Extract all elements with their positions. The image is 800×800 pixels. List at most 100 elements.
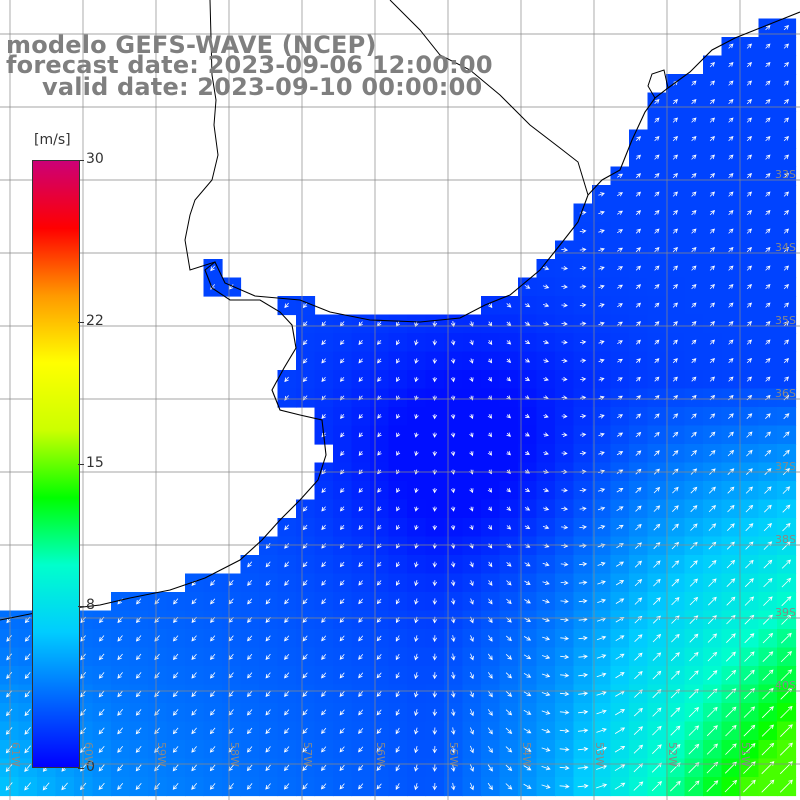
- wind-cell: [666, 555, 686, 575]
- wind-cell: [684, 111, 704, 131]
- wind-arrow: [320, 783, 327, 790]
- wind-cell: [388, 758, 408, 778]
- wind-arrow: [598, 284, 605, 290]
- wind-arrow: [414, 653, 419, 661]
- wind-arrow: [523, 672, 532, 678]
- wind-cell: [703, 684, 723, 704]
- wind-arrow: [469, 432, 474, 438]
- wind-cell: [629, 203, 649, 223]
- wind-arrow: [450, 488, 456, 494]
- wind-cell: [740, 777, 760, 797]
- wind-cell: [666, 111, 686, 131]
- wind-arrow: [725, 706, 737, 718]
- wind-cell: [351, 758, 371, 778]
- wind-arrow: [672, 302, 679, 308]
- wind-cell: [370, 573, 390, 593]
- longitude-label: 51W: [739, 742, 752, 767]
- wind-cell: [684, 499, 704, 519]
- wind-arrow: [580, 377, 587, 382]
- wind-arrow: [691, 191, 697, 197]
- wind-cell: [388, 407, 408, 427]
- wind-cell: [703, 129, 723, 149]
- wind-cell: [666, 499, 686, 519]
- wind-cell: [758, 777, 778, 797]
- wind-arrow: [672, 450, 679, 457]
- wind-arrow: [321, 487, 326, 494]
- wind-cell: [277, 666, 297, 686]
- wind-arrow: [523, 709, 532, 715]
- wind-arrow: [617, 340, 623, 345]
- wind-arrow: [302, 690, 308, 698]
- wind-arrow: [432, 709, 438, 717]
- wind-arrow: [98, 635, 105, 642]
- wind-arrow: [709, 246, 716, 253]
- wind-arrow: [633, 726, 643, 735]
- wind-cell: [647, 222, 667, 242]
- wind-cell: [351, 444, 371, 464]
- wind-arrow: [450, 671, 456, 680]
- wind-cell: [703, 222, 723, 242]
- wind-cell: [777, 740, 797, 760]
- wind-arrow: [577, 746, 589, 752]
- wind-cell: [333, 407, 353, 427]
- wind-cell: [185, 610, 205, 630]
- wind-arrow: [339, 487, 345, 493]
- wind-cell: [610, 721, 630, 741]
- wind-arrow: [302, 339, 308, 346]
- wind-cell: [647, 629, 667, 649]
- wind-cell: [721, 55, 741, 75]
- wind-arrow: [560, 561, 569, 567]
- wind-arrow: [117, 782, 124, 790]
- wind-arrow: [672, 191, 679, 197]
- wind-arrow: [765, 228, 771, 234]
- wind-arrow: [506, 413, 512, 419]
- wind-cell: [333, 629, 353, 649]
- wind-cell: [610, 185, 630, 205]
- wind-arrow: [691, 320, 697, 327]
- wind-cell: [259, 721, 279, 741]
- wind-arrow: [579, 266, 587, 271]
- wind-arrow: [782, 522, 791, 532]
- wind-cell: [666, 333, 686, 353]
- wind-cell: [314, 370, 334, 390]
- wind-cell: [777, 444, 797, 464]
- wind-arrow: [432, 580, 438, 587]
- wind-cell: [277, 296, 297, 316]
- wind-arrow: [302, 598, 308, 605]
- wind-arrow: [450, 543, 456, 550]
- wind-cell: [277, 647, 297, 667]
- wind-arrow: [709, 209, 716, 216]
- wind-arrow: [432, 598, 438, 605]
- wind-arrow: [135, 764, 142, 772]
- wind-cell: [629, 407, 649, 427]
- wind-arrow: [745, 486, 753, 494]
- wind-cell: [647, 185, 667, 205]
- wind-arrow: [691, 431, 697, 438]
- wind-cell: [203, 703, 223, 723]
- wind-cell: [333, 684, 353, 704]
- wind-arrow: [726, 633, 736, 643]
- wind-arrow: [654, 302, 660, 308]
- wind-arrow: [765, 98, 771, 105]
- wind-cell: [647, 296, 667, 316]
- wind-arrow: [560, 617, 569, 623]
- wind-arrow: [598, 247, 605, 252]
- wind-arrow: [690, 560, 698, 568]
- wind-arrow: [746, 431, 753, 438]
- wind-arrow: [321, 653, 327, 660]
- wind-arrow: [672, 486, 679, 494]
- wind-arrow: [561, 506, 569, 511]
- wind-cell: [666, 518, 686, 538]
- wind-arrow: [98, 745, 105, 753]
- wind-arrow: [709, 431, 716, 438]
- wind-arrow: [98, 672, 105, 679]
- wind-arrow: [709, 320, 716, 327]
- wind-cell: [259, 758, 279, 778]
- wind-arrow: [671, 523, 679, 531]
- wind-arrow: [376, 654, 382, 660]
- wind-arrow: [209, 783, 216, 790]
- wind-cell: [777, 296, 797, 316]
- wind-cell: [240, 629, 260, 649]
- wind-cell: [721, 444, 741, 464]
- wind-arrow: [726, 559, 736, 569]
